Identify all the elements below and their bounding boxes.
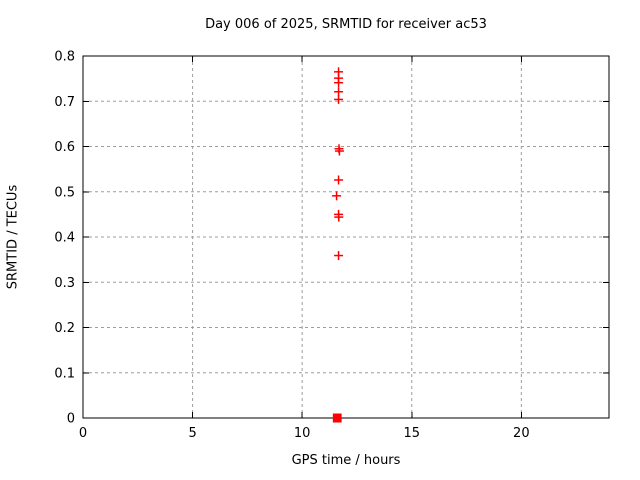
x-tick-label: 15	[403, 426, 420, 441]
y-tick-label: 0.6	[54, 140, 75, 155]
y-tick-label: 0.4	[54, 231, 75, 246]
y-tick-label: 0.2	[54, 321, 75, 336]
y-tick-label: 0.8	[54, 50, 75, 65]
y-tick-label: 0.7	[54, 95, 75, 110]
y-tick-label: 0	[67, 412, 75, 427]
y-tick-label: 0.1	[54, 366, 75, 381]
x-tick-label: 20	[513, 426, 530, 441]
x-tick-label: 0	[79, 426, 87, 441]
x-axis-label: GPS time / hours	[291, 453, 401, 468]
y-tick-label: 0.3	[54, 276, 75, 291]
zero-cluster-marker	[332, 413, 342, 423]
chart-title: Day 006 of 2025, SRMTID for receiver ac5…	[205, 17, 487, 32]
y-tick-label: 0.5	[54, 185, 75, 200]
x-tick-label: 5	[188, 426, 196, 441]
y-axis-label: SRMTID / TECUs	[5, 184, 21, 290]
x-tick-label: 10	[294, 426, 311, 441]
